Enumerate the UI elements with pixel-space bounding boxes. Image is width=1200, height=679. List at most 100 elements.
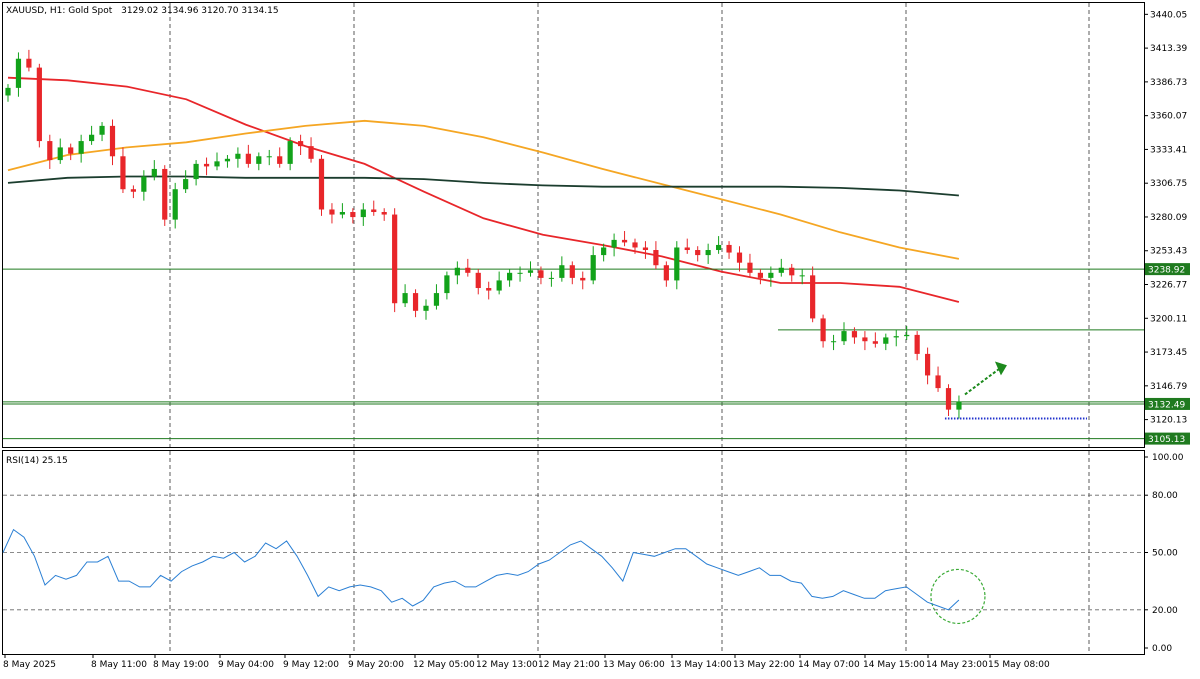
price-axis-label: 3413.39 <box>1150 44 1187 54</box>
time-axis-label: 8 May 11:00 <box>91 660 147 670</box>
candle-body <box>214 161 220 167</box>
candle-body <box>883 337 889 344</box>
candle-body <box>203 163 210 167</box>
candle-body <box>266 156 272 158</box>
price-pane-frame <box>2 2 1145 448</box>
rsi-axis-label: 20.00 <box>1152 606 1178 616</box>
candle-body <box>339 212 345 215</box>
price-axis-label: 3280.09 <box>1150 213 1187 223</box>
candle-body <box>789 267 795 276</box>
candle-body <box>810 275 816 319</box>
candle-body <box>402 293 408 304</box>
price-axis-label: 3440.05 <box>1150 10 1187 20</box>
candle-body <box>245 153 251 164</box>
candle-body <box>350 212 356 218</box>
candle-body <box>632 242 638 248</box>
time-axis-label: 9 May 12:00 <box>283 660 339 670</box>
time-axis-label: 13 May 14:00 <box>670 660 732 670</box>
candle-body <box>371 209 377 213</box>
rsi-axis[interactable]: 100.00 80.00 50.00 20.00 0.00 <box>1144 453 1184 654</box>
rsi-axis-label: 50.00 <box>1152 549 1178 559</box>
time-axis-label: 13 May 22:00 <box>733 660 795 670</box>
candle-body <box>538 270 544 278</box>
candle-body <box>120 156 126 190</box>
price-axis-label: 3200.11 <box>1150 314 1187 324</box>
candle-body <box>287 141 293 164</box>
candle-body <box>465 267 471 273</box>
price-level-tag[interactable] <box>1145 263 1190 276</box>
candle-body <box>747 262 753 273</box>
rsi-title: RSI(14) 25.15 <box>6 456 68 466</box>
price-level-label: 3238.92 <box>1148 266 1185 276</box>
candle-body <box>841 331 847 342</box>
price-axis-label: 3173.45 <box>1150 348 1187 358</box>
annotations[interactable] <box>930 361 1087 625</box>
time-axis[interactable]: 8 May 2025 8 May 11:00 8 May 19:00 9 May 04… <box>3 654 1050 670</box>
candle-body <box>820 318 826 342</box>
candle-body <box>454 267 460 276</box>
time-axis-label: 8 May 2025 <box>3 660 56 670</box>
candle-body <box>590 255 596 281</box>
candle-body <box>141 176 147 192</box>
candle-body <box>799 275 805 277</box>
price-level-label: 3132.49 <box>1148 400 1185 410</box>
price-level-tag[interactable] <box>1145 397 1190 410</box>
candle-body <box>956 401 962 410</box>
candle-body <box>945 388 952 410</box>
moving-average-lines <box>7 76 960 303</box>
candle-body <box>862 337 868 342</box>
candle-body <box>183 179 189 190</box>
candle-body <box>151 168 157 177</box>
candle-body <box>548 277 554 279</box>
candle-body <box>235 153 241 159</box>
price-level-label: 3105.13 <box>1148 435 1185 445</box>
price-axis-label: 3306.75 <box>1150 179 1187 189</box>
candle-body <box>444 275 450 294</box>
time-axis-label: 13 May 06:00 <box>603 660 665 670</box>
rsi-indicator <box>2 494 1144 611</box>
candle-body <box>653 250 659 266</box>
candle-body <box>893 336 899 338</box>
candle-body <box>580 277 586 281</box>
chart-grid <box>169 3 1090 654</box>
rsi-highlight-circle[interactable] <box>930 568 986 625</box>
candle-body <box>36 67 42 142</box>
candle-body <box>851 331 858 338</box>
moving-average-ma_red <box>7 76 960 303</box>
candle-body <box>329 209 335 215</box>
bullish-arrow-shaft <box>964 368 1000 396</box>
candle-body <box>757 272 763 278</box>
candle-body <box>298 141 304 147</box>
time-axis-label: 15 May 08:00 <box>988 660 1050 670</box>
candle-body <box>89 134 95 142</box>
candle-body <box>5 87 11 96</box>
symbol-label: XAUUSD, H1: Gold Spot <box>6 6 113 16</box>
candle-body <box>663 265 669 281</box>
price-axis-label: 3120.13 <box>1150 416 1187 426</box>
candle-body <box>726 244 732 253</box>
horizontal-levels[interactable] <box>3 268 1144 440</box>
rsi-axis-label: 100.00 <box>1152 453 1184 463</box>
candle-body <box>381 212 387 215</box>
rsi-axis-label: 80.00 <box>1152 491 1178 501</box>
time-axis-label: 12 May 21:00 <box>538 660 600 670</box>
candle-body <box>26 58 32 68</box>
candle-body <box>318 158 325 210</box>
candle-body <box>224 158 231 162</box>
time-axis-label: 12 May 05:00 <box>413 660 475 670</box>
candle-body <box>193 163 199 180</box>
time-axis-label: 14 May 23:00 <box>926 660 988 670</box>
candle-body <box>601 247 607 256</box>
candle-body <box>925 353 931 376</box>
price-axis-label: 3360.07 <box>1150 112 1187 122</box>
rsi-axis-label: 0.00 <box>1152 644 1172 654</box>
candle-body <box>935 375 941 389</box>
candle-body <box>621 239 628 243</box>
candle-body <box>78 141 84 154</box>
price-level-tag[interactable] <box>1145 432 1190 445</box>
candle-body <box>716 244 722 251</box>
candle-body <box>904 334 910 337</box>
price-axis[interactable]: 3238.92 3132.49 3105.13 3440.05 3413.39 3386.… <box>1144 10 1190 445</box>
